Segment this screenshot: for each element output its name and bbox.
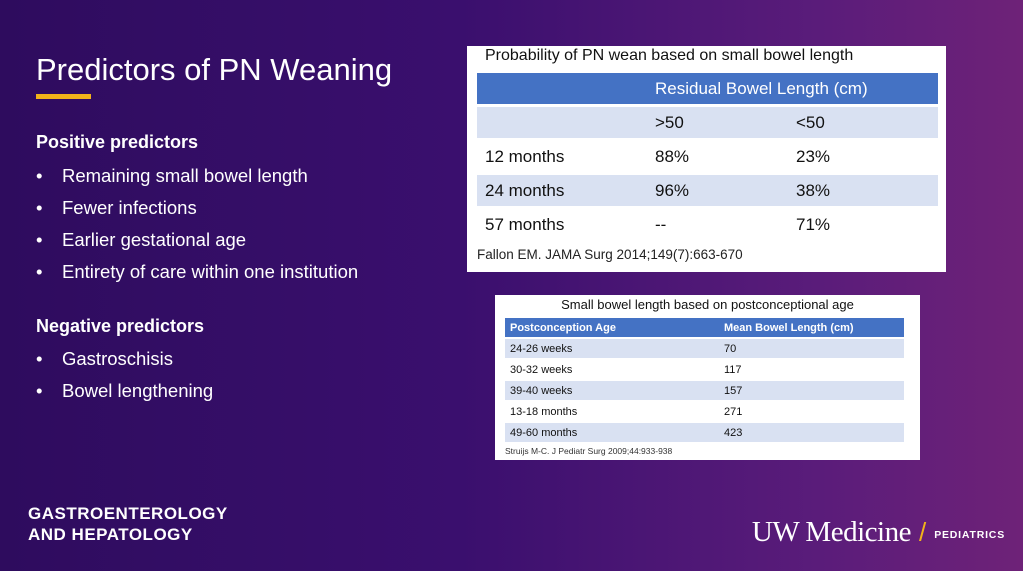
pn-wean-table: Residual Bowel Length (cm) >50 <50 12 mo…	[477, 70, 938, 243]
table-row: 57 months -- 71%	[477, 209, 938, 240]
pn-wean-table-card: Probability of PN wean based on small bo…	[467, 46, 946, 272]
table-header-row: Postconception Age Mean Bowel Length (cm…	[505, 318, 904, 337]
list-item: • Remaining small bowel length	[36, 160, 358, 192]
table-header-cell: Mean Bowel Length (cm)	[719, 318, 904, 337]
table-cell: 423	[719, 423, 904, 442]
list-item: • Bowel lengthening	[36, 375, 213, 407]
table-cell: 24-26 weeks	[505, 339, 719, 358]
table-cell: 71%	[788, 209, 938, 240]
logo-subtitle: PEDIATRICS	[934, 528, 1005, 541]
positive-predictors-heading: Positive predictors	[36, 132, 199, 152]
bullet-icon: •	[36, 229, 43, 250]
table-row: 39-40 weeks 157	[505, 381, 904, 400]
table-cell: 39-40 weeks	[505, 381, 719, 400]
uw-medicine-logo: UW Medicine / PEDIATRICS	[752, 516, 1005, 549]
table-subheader-cell: <50	[788, 107, 938, 138]
table-cell: 12 months	[477, 141, 647, 172]
table-cell	[477, 107, 647, 138]
pn-wean-table-citation: Fallon EM. JAMA Surg 2014;149(7):663-670	[477, 247, 743, 262]
department-line-1: GASTROENTEROLOGY	[28, 504, 228, 523]
bullet-icon: •	[36, 380, 43, 401]
table-cell: 88%	[647, 141, 788, 172]
list-item: • Fewer infections	[36, 192, 358, 224]
list-item-text: Bowel lengthening	[62, 380, 214, 401]
pn-wean-table-caption: Probability of PN wean based on small bo…	[485, 47, 854, 64]
table-cell: 49-60 months	[505, 423, 719, 442]
department-line-2: AND HEPATOLOGY	[28, 525, 193, 544]
table-row: 24 months 96% 38%	[477, 175, 938, 206]
department-name: GASTROENTEROLOGY AND HEPATOLOGY	[28, 503, 228, 545]
bullet-icon: •	[36, 165, 43, 186]
list-item-text: Earlier gestational age	[62, 229, 247, 250]
list-item: • Gastroschisis	[36, 343, 213, 375]
negative-predictors-list: • Gastroschisis • Bowel lengthening	[36, 343, 213, 407]
table-cell: 96%	[647, 175, 788, 206]
bowel-length-table-card: Small bowel length based on postconcepti…	[495, 295, 920, 460]
table-row: 13-18 months 271	[505, 402, 904, 421]
table-row: 30-32 weeks 117	[505, 360, 904, 379]
table-cell: 117	[719, 360, 904, 379]
table-cell: 23%	[788, 141, 938, 172]
table-row: 49-60 months 423	[505, 423, 904, 442]
title-accent-bar	[36, 94, 91, 99]
table-cell: 271	[719, 402, 904, 421]
list-item-text: Entirety of care within one institution	[62, 261, 359, 282]
table-cell: 157	[719, 381, 904, 400]
table-row: 12 months 88% 23%	[477, 141, 938, 172]
logo-wordmark: UW Medicine	[751, 516, 912, 548]
positive-predictors-list: • Remaining small bowel length • Fewer inf…	[36, 160, 358, 288]
table-cell: 30-32 weeks	[505, 360, 719, 379]
bowel-length-table: Postconception Age Mean Bowel Length (cm…	[505, 316, 904, 444]
bullet-icon: •	[36, 348, 43, 369]
table-cell: 13-18 months	[505, 402, 719, 421]
table-subheader-cell: >50	[647, 107, 788, 138]
bullet-icon: •	[36, 261, 43, 282]
list-item-text: Fewer infections	[62, 197, 197, 218]
list-item: • Entirety of care within one institution	[36, 256, 358, 288]
list-item-text: Remaining small bowel length	[62, 165, 308, 186]
bowel-length-table-caption: Small bowel length based on postconcepti…	[561, 297, 854, 312]
table-header-cell	[477, 73, 647, 104]
table-cell: 70	[719, 339, 904, 358]
negative-predictors-heading: Negative predictors	[36, 316, 205, 336]
bowel-length-table-citation: Struijs M-C. J Pediatr Surg 2009;44:933-…	[505, 446, 673, 456]
table-header-cell: Postconception Age	[505, 318, 719, 337]
logo-slash-icon: /	[918, 517, 927, 547]
table-row: 24-26 weeks 70	[505, 339, 904, 358]
list-item: • Earlier gestational age	[36, 224, 358, 256]
list-item-text: Gastroschisis	[62, 348, 174, 369]
slide-title: Predictors of PN Weaning	[36, 52, 393, 87]
table-cell: 57 months	[477, 209, 647, 240]
table-header-row: Residual Bowel Length (cm)	[477, 73, 938, 104]
table-cell: 24 months	[477, 175, 647, 206]
table-cell: 38%	[788, 175, 938, 206]
table-subheader-row: >50 <50	[477, 107, 938, 138]
bullet-icon: •	[36, 197, 43, 218]
table-cell: --	[647, 209, 788, 240]
table-group-header: Residual Bowel Length (cm)	[647, 73, 938, 104]
